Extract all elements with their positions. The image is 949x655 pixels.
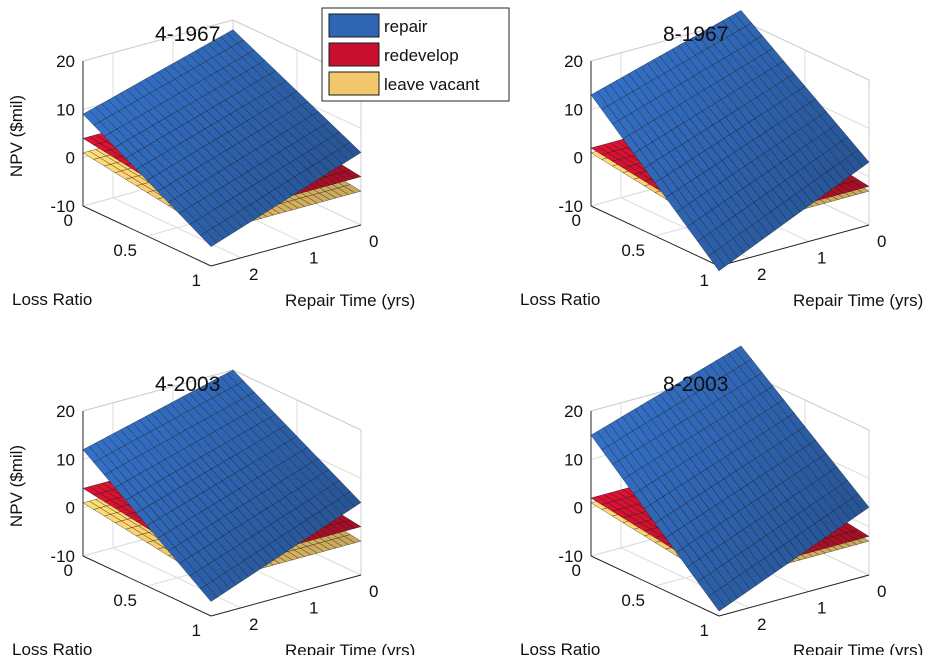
y-tick-label: 0.5 (113, 591, 137, 610)
x-tick-label: 1 (817, 598, 826, 617)
grid-line (112, 547, 242, 609)
surfaces (82, 29, 362, 247)
y-tick-label: 1 (192, 621, 201, 640)
surface-repair (590, 10, 870, 272)
surface-cell (200, 584, 218, 602)
axis-edge (82, 19, 234, 62)
z-tick-label: 0 (66, 149, 75, 168)
surface-repair (82, 369, 362, 602)
y-tick-label: 0 (572, 561, 581, 580)
surfaces (590, 10, 870, 272)
z-tick-label: 10 (56, 100, 75, 119)
repair-time-axis-label: Repair Time (yrs) (793, 291, 923, 310)
loss-ratio-axis-line (590, 205, 720, 267)
x-tick-label: 2 (249, 265, 258, 284)
z-tick-label: 0 (574, 499, 583, 518)
z-tick-label: 20 (56, 52, 75, 71)
legend-swatch-repair (328, 13, 380, 38)
y-tick-label: 1 (700, 271, 709, 290)
x-tick-label: 1 (817, 248, 826, 267)
legend: repair redevelop leave vacant (321, 7, 510, 102)
legend-swatch-redevelop (328, 42, 380, 67)
surface-cell (708, 251, 726, 272)
npv-axis-label: NPV ($mil) (7, 445, 26, 527)
z-tick-label: -10 (50, 547, 75, 566)
z-tick-label: 10 (564, 100, 583, 119)
repair-time-axis-line (718, 224, 870, 267)
loss-ratio-axis-line (82, 555, 212, 617)
z-tick-label: 10 (56, 450, 75, 469)
y-tick-label: 0.5 (621, 591, 645, 610)
x-tick-label: 0 (877, 582, 886, 601)
y-tick-label: 0 (64, 211, 73, 230)
surfaces (82, 369, 362, 602)
z-tick-label: -10 (50, 197, 75, 216)
loss-ratio-axis-label: Loss Ratio (520, 290, 600, 309)
subplot-title: 4-1967 (155, 23, 220, 46)
axis-edge (740, 19, 870, 81)
y-tick-label: 0.5 (621, 241, 645, 260)
legend-label: redevelop (384, 46, 459, 65)
x-tick-label: 0 (369, 582, 378, 601)
y-tick-label: 1 (192, 271, 201, 290)
loss-ratio-axis-label: Loss Ratio (520, 640, 600, 655)
z-tick-label: 10 (564, 450, 583, 469)
x-tick-label: 1 (309, 248, 318, 267)
surface-cell (200, 231, 218, 247)
subplot-title: 8-2003 (663, 373, 728, 396)
y-tick-label: 0.5 (113, 241, 137, 260)
loss-ratio-axis-label: Loss Ratio (12, 640, 92, 655)
x-tick-label: 2 (249, 615, 258, 634)
npv-axis-label: NPV ($mil) (7, 95, 26, 177)
loss-ratio-axis-line (590, 555, 720, 617)
loss-ratio-axis-label: Loss Ratio (12, 290, 92, 309)
axis-edge (232, 369, 362, 431)
repair-time-axis-line (210, 224, 362, 267)
repair-time-axis-label: Repair Time (yrs) (793, 641, 923, 655)
surface-repair (82, 29, 362, 247)
subplot-title: 4-2003 (155, 373, 220, 396)
surfaces (590, 345, 870, 612)
z-tick-label: -10 (558, 197, 583, 216)
z-tick-label: 0 (66, 499, 75, 518)
subplot-title: 8-1967 (663, 23, 728, 46)
repair-time-axis-line (210, 574, 362, 617)
legend-label: repair (384, 17, 428, 36)
z-tick-label: 20 (564, 52, 583, 71)
x-tick-label: 2 (757, 265, 766, 284)
z-tick-label: 20 (56, 402, 75, 421)
y-tick-label: 1 (700, 621, 709, 640)
y-tick-label: 0 (64, 561, 73, 580)
y-tick-label: 0 (572, 211, 581, 230)
grid-line (112, 197, 242, 259)
repair-time-axis-label: Repair Time (yrs) (285, 291, 415, 310)
axis-edge (82, 369, 234, 412)
loss-ratio-axis-line (82, 205, 212, 267)
repair-time-axis-label: Repair Time (yrs) (285, 641, 415, 655)
repair-time-axis-line (718, 574, 870, 617)
x-tick-label: 2 (757, 615, 766, 634)
surface-repair (590, 345, 870, 612)
z-tick-label: 20 (564, 402, 583, 421)
x-tick-label: 0 (369, 232, 378, 251)
z-tick-label: 0 (574, 149, 583, 168)
x-tick-label: 1 (309, 598, 318, 617)
x-tick-label: 0 (877, 232, 886, 251)
legend-label: leave vacant (384, 75, 480, 94)
legend-swatch-leave-vacant (328, 71, 380, 96)
